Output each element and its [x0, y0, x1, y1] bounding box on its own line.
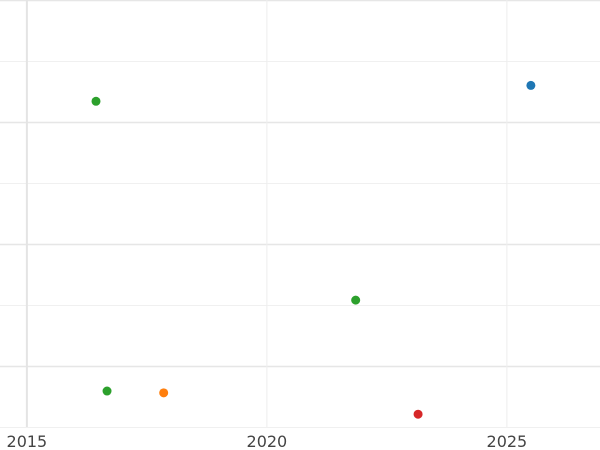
x-tick-label: 2025 — [487, 432, 528, 450]
data-point — [413, 409, 423, 419]
data-points — [91, 80, 536, 419]
data-point — [159, 388, 169, 398]
data-point — [91, 96, 101, 106]
data-point — [102, 386, 112, 396]
grid — [0, 0, 600, 428]
x-tick-label: 2015 — [7, 432, 48, 450]
data-point — [526, 80, 536, 90]
data-point — [351, 295, 361, 305]
x-tick-label: 2020 — [247, 432, 288, 450]
x-axis-ticks: 2015 2020 2025 — [7, 432, 528, 450]
